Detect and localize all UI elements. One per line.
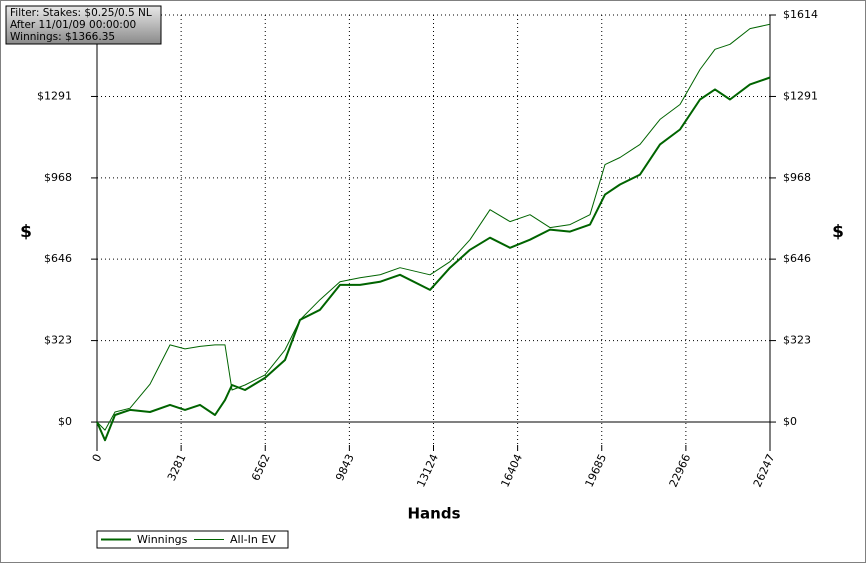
y-tick-label: $968 (44, 171, 72, 184)
y-tick-label: $1291 (37, 89, 72, 102)
info-background (5, 5, 162, 45)
legend-label: Winnings (137, 533, 188, 546)
y2-tick-label: $1614 (783, 8, 818, 21)
info-line: After 11/01/09 00:00:00 (10, 19, 136, 31)
y-axis-label: $ (20, 222, 32, 242)
series-line (96, 76, 771, 442)
y2-axis-label: $ (832, 222, 844, 242)
y-tick-label: $0 (58, 415, 72, 428)
legend-box (96, 530, 289, 549)
series-line (96, 23, 771, 431)
y-tick-label: $646 (44, 252, 72, 265)
plot-area: $0 $0 $323 $323 $646 $646 $968 $968 $1291 $1291 $1… (37, 8, 818, 489)
y2-tick-label: $323 (783, 334, 811, 347)
y2-tick-label: $1291 (783, 89, 818, 102)
info-line: Filter: Stakes: $0.25/0.5 NL (10, 7, 152, 19)
x-axis-label: Hands (407, 505, 460, 523)
y-tick-label: $323 (44, 334, 72, 347)
x-tick-label: 0 (90, 452, 105, 464)
y2-tick-label: $968 (783, 171, 811, 184)
legend: Winnings All-In EV (96, 530, 289, 549)
legend-label: All-In EV (230, 533, 276, 546)
y2-tick-label: $0 (783, 415, 797, 428)
y2-tick-label: $646 (783, 252, 811, 265)
info-box: Filter: Stakes: $0.25/0.5 NL After 11/01… (5, 5, 162, 45)
info-line: Winnings: $1366.35 (10, 31, 115, 43)
